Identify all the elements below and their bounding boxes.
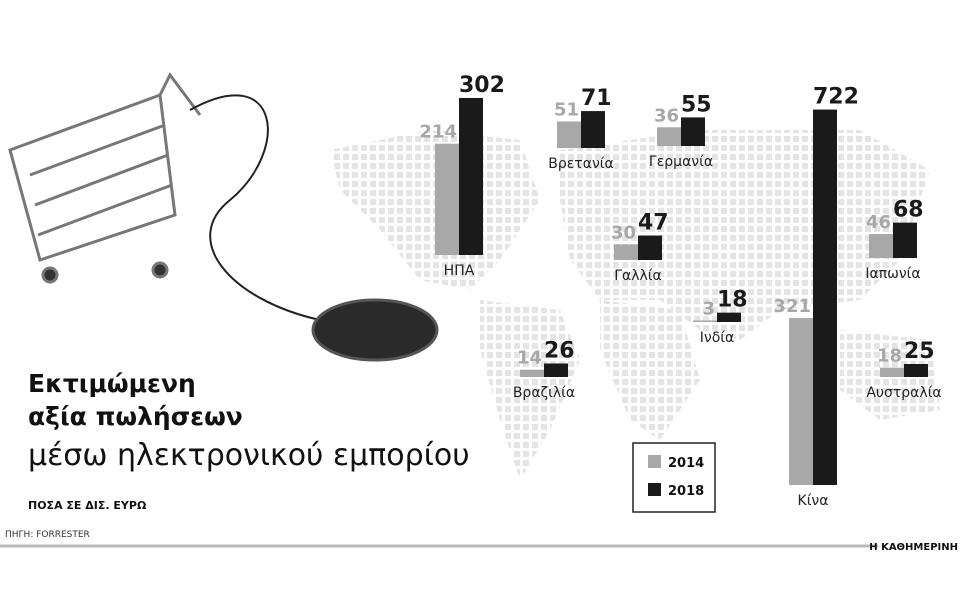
category-label: Ιαπωνία [865, 266, 920, 282]
category-label: Βραζιλία [513, 385, 575, 401]
value-label: 51 [554, 99, 579, 120]
bar [717, 312, 741, 322]
bar [581, 111, 605, 148]
title-line: Εκτιμώμενη [28, 369, 196, 398]
value-label: 71 [581, 86, 612, 111]
value-label: 25 [904, 339, 935, 364]
bar [893, 222, 917, 258]
bar [614, 244, 638, 260]
legend-label: 2014 [668, 456, 704, 471]
value-label: 18 [717, 288, 748, 313]
bar [681, 117, 705, 146]
legend-swatch [648, 455, 661, 468]
category-label: Γερμανία [649, 154, 713, 170]
category-label: Ινδία [700, 330, 734, 346]
world-map [330, 130, 940, 480]
value-label: 47 [638, 211, 669, 236]
value-label: 68 [893, 198, 924, 223]
bar [693, 320, 717, 322]
legend-label: 2018 [668, 484, 704, 499]
category-label: ΗΠΑ [444, 263, 475, 279]
category-label: Γαλλία [614, 268, 662, 284]
category-label: Κίνα [798, 493, 829, 509]
bar [459, 97, 483, 256]
units-note: ΠΟΣΑ ΣΕ ΔΙΣ. ΕΥΡΩ [28, 499, 147, 512]
value-label: 36 [654, 105, 679, 126]
value-label: 18 [877, 346, 902, 367]
bar [435, 143, 459, 255]
value-label: 722 [813, 85, 859, 110]
title-line: αξία πωλήσεων [28, 402, 243, 431]
subtitle: μέσω ηλεκτρονικού εμπορίου [28, 438, 470, 473]
source: ΠΗΓΗ: FORRESTER [5, 530, 90, 540]
bar [557, 121, 581, 148]
category-label: Βρετανία [548, 156, 614, 172]
bar [880, 367, 904, 377]
legend-box [632, 442, 716, 513]
bar [789, 318, 813, 485]
value-label: 214 [419, 122, 457, 143]
value-label: 46 [866, 212, 891, 233]
value-label: 26 [544, 338, 575, 363]
cart-illustration [8, 72, 439, 362]
legend-swatch [648, 483, 661, 496]
value-label: 3 [702, 298, 715, 319]
bar [638, 235, 662, 260]
bar [904, 364, 928, 377]
bar [813, 109, 837, 485]
value-label: 14 [517, 348, 542, 369]
brand: Η ΚΑΘΗΜΕΡΙΝΗ [869, 542, 958, 553]
category-label: Αυστραλία [866, 385, 941, 401]
value-label: 30 [611, 222, 636, 243]
bar [657, 127, 681, 146]
value-label: 55 [681, 92, 712, 117]
value-label: 321 [773, 296, 811, 317]
bar [520, 369, 544, 377]
value-label: 302 [459, 73, 505, 98]
bar [869, 234, 893, 258]
bar [544, 363, 568, 377]
